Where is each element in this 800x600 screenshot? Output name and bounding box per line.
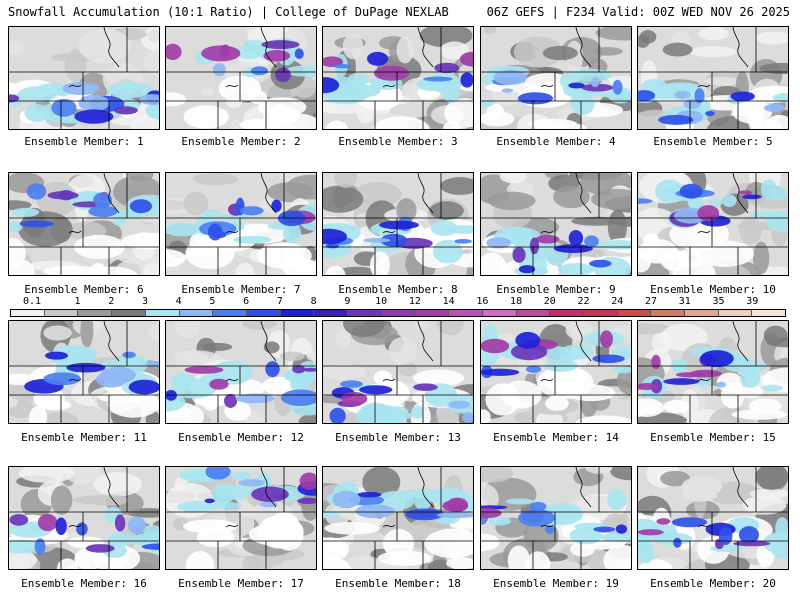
colorbar (10, 309, 786, 317)
colorbar-swatch (44, 310, 79, 316)
ensemble-member-map (322, 172, 474, 276)
ensemble-member-map (480, 26, 632, 130)
ensemble-member-label: Ensemble Member: 17 (178, 577, 304, 590)
ensemble-member-map (322, 26, 474, 130)
colorbar-swatch (718, 310, 753, 316)
ensemble-member-map (637, 172, 789, 276)
colorbar-swatch (482, 310, 517, 316)
colorbar-swatch (381, 310, 416, 316)
colorbar-swatch (583, 310, 618, 316)
colorbar-label: 35 (712, 296, 725, 307)
colorbar-label: 4 (175, 296, 182, 307)
ensemble-member-map (8, 172, 160, 276)
ensemble-member-label: Ensemble Member: 3 (338, 135, 458, 148)
colorbar-label: 31 (678, 296, 691, 307)
ensemble-member-map (637, 26, 789, 130)
ensemble-member-label: Ensemble Member: 13 (335, 431, 461, 444)
ensemble-member-map (8, 26, 160, 130)
colorbar-label: 8 (310, 296, 317, 307)
colorbar-swatch (449, 310, 483, 316)
ensemble-member-map (480, 320, 632, 424)
ensemble-member-label: Ensemble Member: 10 (650, 283, 776, 296)
colorbar-swatch (280, 310, 315, 316)
ensemble-member-map (480, 172, 632, 276)
colorbar-label: 7 (276, 296, 283, 307)
colorbar-label: 14 (442, 296, 455, 307)
colorbar-label: 6 (243, 296, 250, 307)
ensemble-member-map (637, 466, 789, 570)
ensemble-member-label: Ensemble Member: 14 (493, 431, 619, 444)
colorbar-label: 20 (543, 296, 556, 307)
ensemble-member-label: Ensemble Member: 20 (650, 577, 776, 590)
ensemble-member-map (165, 320, 317, 424)
ensemble-member-map (480, 466, 632, 570)
ensemble-member-label: Ensemble Member: 19 (493, 577, 619, 590)
ensemble-member-label: Ensemble Member: 16 (21, 577, 147, 590)
colorbar-labels: 0.1 1 2 3 4 5 6 7 8 9 10 12 14 16 18 20 22 24 27 31 35 39 (10, 296, 786, 308)
ensemble-member-label: Ensemble Member: 6 (24, 283, 144, 296)
colorbar-label: 24 (611, 296, 624, 307)
ensemble-member-label: Ensemble Member: 12 (178, 431, 304, 444)
colorbar-swatch (314, 310, 349, 316)
ensemble-member-label: Ensemble Member: 4 (496, 135, 616, 148)
ensemble-member-map (322, 466, 474, 570)
colorbar-label: 9 (344, 296, 351, 307)
colorbar-swatch (11, 310, 45, 316)
ensemble-member-label: Ensemble Member: 7 (181, 283, 301, 296)
colorbar-label: 0.1 (22, 296, 42, 307)
colorbar-swatch (145, 310, 180, 316)
colorbar-swatch (651, 310, 686, 316)
ensemble-member-label: Ensemble Member: 1 (24, 135, 144, 148)
colorbar-swatch (348, 310, 382, 316)
colorbar-label: 10 (375, 296, 388, 307)
colorbar-swatch (179, 310, 214, 316)
chart-title-left: Snowfall Accumulation (10:1 Ratio) | Col… (8, 5, 449, 19)
ensemble-member-label: Ensemble Member: 2 (181, 135, 301, 148)
colorbar-label: 16 (476, 296, 489, 307)
chart-title-right: 06Z GEFS | F234 Valid: 00Z WED NOV 26 20… (486, 5, 790, 19)
colorbar-swatch (112, 310, 146, 316)
colorbar-label: 12 (408, 296, 421, 307)
ensemble-member-label: Ensemble Member: 11 (21, 431, 147, 444)
ensemble-member-label: Ensemble Member: 8 (338, 283, 458, 296)
ensemble-member-label: Ensemble Member: 18 (335, 577, 461, 590)
ensemble-member-map (165, 172, 317, 276)
ensemble-member-map (637, 320, 789, 424)
colorbar-label: 22 (577, 296, 590, 307)
colorbar-label: 27 (645, 296, 658, 307)
colorbar-swatch (752, 310, 786, 316)
colorbar-swatch (550, 310, 584, 316)
ensemble-member-label: Ensemble Member: 15 (650, 431, 776, 444)
ensemble-member-map (165, 466, 317, 570)
colorbar-label: 18 (510, 296, 523, 307)
colorbar-label: 39 (746, 296, 759, 307)
ensemble-member-map (322, 320, 474, 424)
colorbar-label: 2 (108, 296, 115, 307)
colorbar-swatch (213, 310, 247, 316)
ensemble-member-map (165, 26, 317, 130)
colorbar-label: 1 (74, 296, 81, 307)
ensemble-member-map (8, 466, 160, 570)
colorbar-swatch (516, 310, 551, 316)
colorbar-swatch (78, 310, 113, 316)
colorbar-swatch (685, 310, 719, 316)
colorbar-label: 5 (209, 296, 216, 307)
ensemble-member-map (8, 320, 160, 424)
colorbar-swatch (415, 310, 450, 316)
colorbar-swatch (617, 310, 652, 316)
ensemble-member-label: Ensemble Member: 9 (496, 283, 616, 296)
colorbar-swatch (246, 310, 281, 316)
colorbar-label: 3 (141, 296, 148, 307)
ensemble-member-label: Ensemble Member: 5 (653, 135, 773, 148)
